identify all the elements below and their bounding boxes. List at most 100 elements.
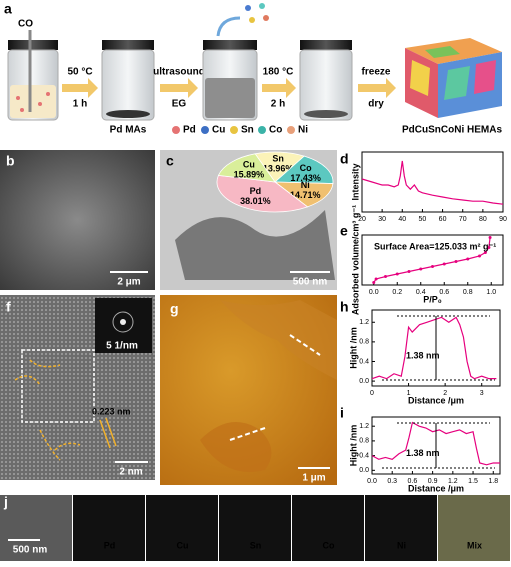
step-label: dry bbox=[368, 99, 384, 110]
vial-cap bbox=[203, 40, 257, 50]
x-tick-label: 0.0 bbox=[367, 478, 377, 485]
panel-label: f bbox=[6, 299, 11, 315]
particle bbox=[16, 96, 20, 100]
legend-dot bbox=[172, 126, 180, 134]
slice-value: 14.71% bbox=[290, 190, 321, 200]
arrow bbox=[160, 78, 198, 98]
arrow bbox=[62, 78, 98, 98]
fft-ring bbox=[112, 311, 134, 333]
scale-label: 500 nm bbox=[293, 277, 328, 288]
x-tick-label: 0.6 bbox=[439, 289, 449, 296]
annotation: 1.38 nm bbox=[406, 448, 440, 458]
panel-label: e bbox=[340, 223, 348, 239]
x-tick-label: 60 bbox=[439, 216, 447, 223]
x-tick-label: 20 bbox=[358, 216, 366, 223]
sem-tile bbox=[0, 495, 72, 561]
x-tick-label: 1 bbox=[407, 390, 411, 397]
scale-label: 1 μm bbox=[302, 473, 325, 484]
map-tile bbox=[146, 495, 218, 561]
precipitate bbox=[106, 110, 150, 118]
x-tick-label: 80 bbox=[479, 216, 487, 223]
legend-dot bbox=[287, 126, 295, 134]
fft-inset bbox=[95, 298, 152, 353]
map-tile bbox=[73, 495, 145, 561]
panel-label: g bbox=[170, 301, 179, 317]
data-point bbox=[478, 254, 481, 258]
plot-frame bbox=[361, 151, 504, 213]
map-tile bbox=[219, 495, 291, 561]
data-point bbox=[384, 275, 387, 278]
y-axis-label: Hight /nm bbox=[348, 327, 358, 369]
y-tick-label: 0.4 bbox=[359, 452, 369, 459]
slice-label: Sn bbox=[272, 153, 284, 163]
legend-dot bbox=[230, 126, 238, 134]
data-line bbox=[361, 160, 504, 205]
y-tick-label: 1.2 bbox=[359, 319, 369, 326]
x-tick-label: 0.8 bbox=[463, 289, 473, 296]
vial-cap bbox=[300, 40, 352, 50]
panel-label: c bbox=[166, 153, 174, 169]
step-label: 180 °C bbox=[263, 67, 294, 78]
slice-label: Co bbox=[300, 163, 312, 173]
scale-label: 500 nm bbox=[13, 545, 48, 556]
lattice-label: 0.223 nm bbox=[92, 406, 131, 416]
x-tick-label: 1.0 bbox=[486, 289, 496, 296]
element-label: Cu bbox=[212, 125, 225, 136]
y-tick-label: 1.2 bbox=[359, 423, 369, 430]
precursor bbox=[259, 3, 265, 9]
y-tick-label: 0.8 bbox=[359, 339, 369, 346]
scale-label: 2 nm bbox=[119, 467, 142, 478]
particle bbox=[46, 92, 50, 96]
fft-center bbox=[120, 319, 126, 325]
product-label: PdCuSnCoNi HEMAs bbox=[402, 125, 502, 136]
slice-value: 17.43% bbox=[290, 173, 321, 183]
data-point bbox=[454, 260, 458, 263]
x-tick-label: 30 bbox=[378, 216, 386, 223]
element-label: Co bbox=[269, 125, 282, 136]
data-point bbox=[419, 267, 423, 271]
element-label: Sn bbox=[241, 125, 254, 136]
y-tick-label: 0.4 bbox=[359, 358, 369, 365]
precipitate bbox=[304, 110, 348, 118]
x-tick-label: 2 bbox=[443, 390, 447, 397]
map-label: Cu bbox=[177, 540, 189, 550]
tem-feature bbox=[175, 210, 335, 280]
x-tick-label: 1.5 bbox=[468, 478, 478, 485]
slice-value: 15.89% bbox=[234, 169, 265, 179]
x-tick-label: 1.8 bbox=[488, 478, 498, 485]
x-tick-label: 0.6 bbox=[408, 478, 418, 485]
panel-label: h bbox=[340, 299, 349, 315]
particle bbox=[38, 102, 42, 106]
x-tick-label: 0.9 bbox=[428, 478, 438, 485]
x-tick-label: 0.0 bbox=[369, 289, 379, 296]
precursor bbox=[249, 17, 255, 23]
data-point bbox=[431, 265, 434, 268]
pie-slice bbox=[216, 174, 309, 213]
x-tick-label: 0.3 bbox=[387, 478, 397, 485]
x-tick-label: 90 bbox=[499, 216, 507, 223]
x-tick-label: 0.4 bbox=[416, 289, 426, 296]
map-label: Co bbox=[323, 540, 335, 550]
y-tick-label: 0.0 bbox=[359, 467, 369, 474]
vial bbox=[299, 49, 353, 121]
arrow bbox=[262, 78, 296, 98]
x-axis-label: P/P₀ bbox=[423, 294, 442, 304]
pie-slice bbox=[217, 153, 276, 183]
data-point bbox=[372, 281, 376, 284]
map-tile bbox=[292, 495, 364, 561]
data-point bbox=[395, 272, 399, 276]
x-axis-label: Distance /μm bbox=[408, 483, 464, 493]
zoom-box bbox=[21, 349, 95, 423]
liquid bbox=[10, 85, 56, 118]
data-line bbox=[371, 316, 497, 380]
map-label: Mix bbox=[467, 540, 482, 550]
profile-arrow bbox=[229, 427, 266, 441]
scale-label: 5 1/nm bbox=[106, 341, 138, 352]
element-label: Pd bbox=[183, 125, 196, 136]
step-label: 1 h bbox=[73, 99, 87, 110]
gas-label: CO bbox=[18, 19, 33, 30]
data-point bbox=[442, 262, 446, 266]
data-point bbox=[488, 236, 492, 239]
panel-label: i bbox=[340, 405, 344, 421]
